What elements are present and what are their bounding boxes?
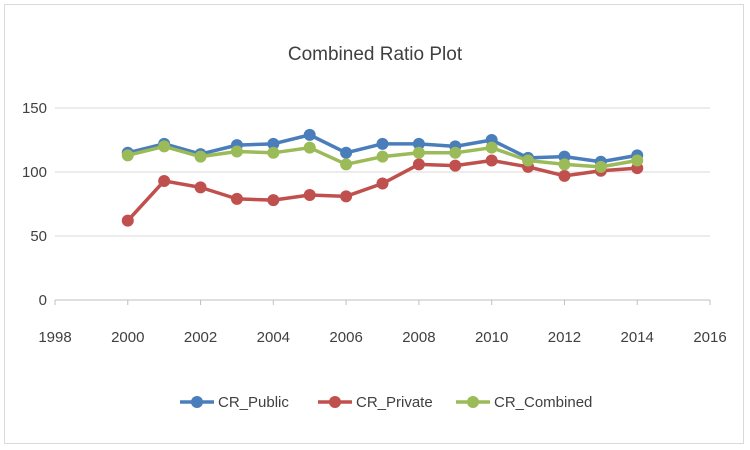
x-tick-label-2004: 2004: [257, 329, 290, 346]
y-tick-label-50: 50: [30, 228, 47, 245]
data-point-cr-combined-2009: [449, 146, 462, 159]
legend: CR_Public CR_Private CR_Combined: [180, 394, 592, 411]
legend-label-cr-combined: CR_Combined: [494, 394, 592, 411]
data-point-cr-combined-2000: [121, 149, 134, 162]
x-tick-label-1998: 1998: [38, 329, 71, 346]
data-point-cr-combined-2013: [594, 160, 607, 173]
data-point-cr-combined-2005: [303, 141, 316, 154]
legend-label-cr-private: CR_Private: [356, 394, 433, 411]
data-point-cr-private-2012: [558, 169, 571, 182]
data-point-cr-combined-2001: [158, 140, 171, 153]
data-point-cr-private-2006: [340, 190, 353, 203]
data-point-cr-private-2003: [230, 192, 243, 205]
data-point-cr-private-2004: [267, 194, 280, 207]
x-tick-label-2016: 2016: [693, 329, 726, 346]
gridlines: [55, 107, 710, 237]
data-point-cr-private-2002: [194, 181, 207, 194]
data-point-cr-combined-2006: [340, 158, 353, 171]
y-tick-label-100: 100: [22, 164, 47, 181]
legend-marker-cr-combined: [467, 396, 479, 408]
x-tick-label-2006: 2006: [329, 329, 362, 346]
data-point-cr-public-2004: [267, 137, 280, 150]
data-point-cr-private-2000: [121, 214, 134, 227]
data-point-cr-private-2010: [485, 154, 498, 167]
data-point-cr-combined-2003: [230, 145, 243, 158]
data-point-cr-private-2008: [412, 158, 425, 171]
data-point-cr-combined-2004: [267, 146, 280, 159]
data-point-cr-combined-2014: [631, 154, 644, 167]
data-point-cr-private-2001: [158, 174, 171, 187]
chart-title: Combined Ratio Plot: [288, 44, 463, 65]
data-point-cr-public-2008: [412, 137, 425, 150]
x-tick-label-2014: 2014: [621, 329, 654, 346]
legend-marker-cr-public: [191, 396, 203, 408]
data-point-cr-combined-2011: [522, 154, 535, 167]
data-point-cr-combined-2012: [558, 158, 571, 171]
data-point-cr-private-2005: [303, 189, 316, 202]
data-point-cr-combined-2008: [412, 146, 425, 159]
data-point-cr-public-2007: [376, 137, 389, 150]
x-tick-label-2012: 2012: [548, 329, 581, 346]
data-point-cr-public-2005: [303, 128, 316, 141]
x-tick-label-2002: 2002: [184, 329, 217, 346]
x-tick-label-2008: 2008: [402, 329, 435, 346]
data-point-cr-combined-2002: [194, 150, 207, 163]
data-point-cr-private-2009: [449, 159, 462, 172]
data-point-cr-public-2006: [340, 146, 353, 159]
data-point-cr-combined-2007: [376, 150, 389, 163]
data-point-cr-combined-2010: [485, 141, 498, 154]
x-axis-ticks: 1998 2000 2002 2004 2006 2008 2010 2012 2014 2016: [38, 300, 727, 346]
x-tick-label-2010: 2010: [475, 329, 508, 346]
legend-marker-cr-private: [329, 396, 341, 408]
y-tick-label-150: 150: [22, 100, 47, 117]
x-tick-label-2000: 2000: [111, 329, 144, 346]
legend-label-cr-public: CR_Public: [218, 394, 289, 411]
y-axis-ticks: 0 50 100 150: [22, 100, 47, 309]
y-tick-label-0: 0: [39, 292, 47, 309]
data-point-cr-private-2007: [376, 177, 389, 190]
series-layer: [121, 128, 644, 227]
